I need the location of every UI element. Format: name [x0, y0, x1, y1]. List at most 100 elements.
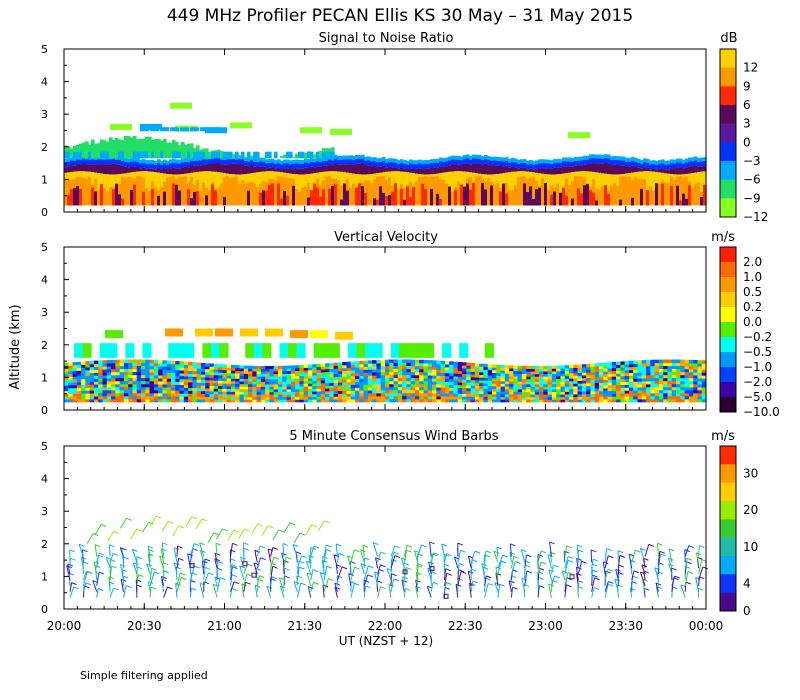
- snr-cell: [427, 163, 431, 169]
- velocity-cell: [402, 389, 407, 394]
- wind-barb-feather: [457, 577, 463, 581]
- velocity-cell: [603, 379, 609, 383]
- velocity-cell: [316, 391, 322, 395]
- wind-barb-feather: [95, 565, 101, 569]
- velocity-cell: [346, 361, 352, 366]
- velocity-cell: [414, 395, 420, 400]
- snr-cell: [142, 177, 146, 206]
- velocity-cell: [385, 377, 390, 382]
- velocity-cell: [513, 378, 519, 382]
- velocity-cell: [684, 392, 690, 397]
- velocity-cell: [667, 392, 673, 397]
- y-tick-label: 4: [41, 274, 48, 287]
- snr-cell: [124, 158, 128, 162]
- snr-cell: [220, 151, 224, 159]
- velocity-cell: [671, 389, 677, 394]
- snr-cell: [172, 167, 176, 175]
- snr-cell: [193, 151, 197, 159]
- snr-cell: [310, 166, 314, 174]
- snr-cell: [418, 159, 422, 164]
- velocity-cell: [410, 386, 416, 391]
- velocity-cell: [551, 368, 557, 372]
- snr-cell: [415, 169, 419, 174]
- wind-barb: [360, 563, 365, 575]
- snr-cell: [676, 162, 680, 168]
- velocity-cell: [697, 372, 703, 376]
- velocity-cell: [547, 386, 553, 390]
- snr-cell: [373, 165, 377, 174]
- velocity-cell: [342, 364, 347, 369]
- velocity-cell: [688, 368, 694, 373]
- wind-barb: [82, 571, 88, 586]
- velocity-cell: [183, 364, 189, 368]
- velocity-cell: [701, 372, 707, 376]
- velocity-cell: [556, 381, 561, 385]
- velocity-cell: [586, 399, 591, 403]
- velocity-cell: [235, 388, 240, 392]
- snr-cell: [328, 159, 332, 165]
- snr-cell: [529, 163, 533, 169]
- velocity-cell: [106, 386, 112, 391]
- velocity-cell: [372, 360, 377, 364]
- velocity-cell: [209, 366, 215, 370]
- velocity-cell: [658, 380, 664, 385]
- velocity-cell: [521, 383, 527, 387]
- velocity-cell: [325, 379, 330, 384]
- wind-barb-feather: [204, 558, 211, 562]
- velocity-cell: [599, 368, 604, 372]
- velocity-cell: [693, 392, 698, 397]
- snr-cell: [244, 157, 248, 159]
- wind-barb-feather: [328, 578, 334, 582]
- velocity-cell: [462, 396, 467, 400]
- snr-cell: [685, 167, 689, 174]
- velocity-cell: [693, 389, 698, 394]
- snr-cell: [646, 190, 650, 206]
- snr-cell: [262, 190, 266, 206]
- snr-cell: [658, 168, 662, 173]
- velocity-cell: [658, 395, 664, 400]
- velocity-cell: [299, 383, 305, 387]
- velocity-cell: [684, 395, 690, 400]
- snr-cell: [541, 168, 545, 174]
- velocity-cell: [688, 389, 694, 394]
- snr-cell: [256, 158, 260, 163]
- velocity-cell: [269, 378, 275, 382]
- snr-cell: [160, 169, 164, 174]
- velocity-cell: [487, 391, 493, 395]
- snr-cell: [562, 166, 566, 174]
- snr-cell: [226, 164, 230, 174]
- snr-cell: [703, 184, 707, 206]
- snr-cell: [304, 167, 308, 175]
- snr-cell: [193, 191, 197, 206]
- velocity-cell: [440, 398, 446, 403]
- velocity-cell: [513, 383, 519, 387]
- velocity-cell: [85, 361, 91, 365]
- wind-barb: [317, 520, 325, 532]
- velocity-cell: [453, 376, 459, 380]
- snr-cell: [685, 162, 689, 168]
- velocity-cell: [256, 368, 262, 372]
- velocity-cell: [697, 366, 703, 370]
- velocity-cell: [633, 366, 639, 370]
- velocity-cell: [650, 365, 656, 370]
- velocity-cell: [470, 374, 476, 378]
- velocity-cell: [624, 366, 630, 371]
- velocity-cell: [200, 387, 206, 392]
- velocity-cell: [569, 375, 574, 379]
- velocity-cell: [145, 386, 151, 391]
- velocity-cell: [111, 359, 116, 364]
- velocity-cell: [483, 382, 489, 387]
- velocity-cell: [325, 393, 330, 397]
- velocity-cell: [658, 359, 664, 364]
- wind-barb: [441, 543, 445, 557]
- velocity-cell: [102, 360, 108, 364]
- velocity-cell: [188, 367, 193, 372]
- velocity-cell: [72, 376, 78, 380]
- velocity-cell: [196, 368, 202, 372]
- snr-cell: [175, 163, 179, 169]
- velocity-cell: [385, 380, 390, 385]
- snr-cell: [140, 127, 149, 132]
- velocity-cell: [385, 365, 390, 370]
- velocity-cell: [457, 367, 463, 372]
